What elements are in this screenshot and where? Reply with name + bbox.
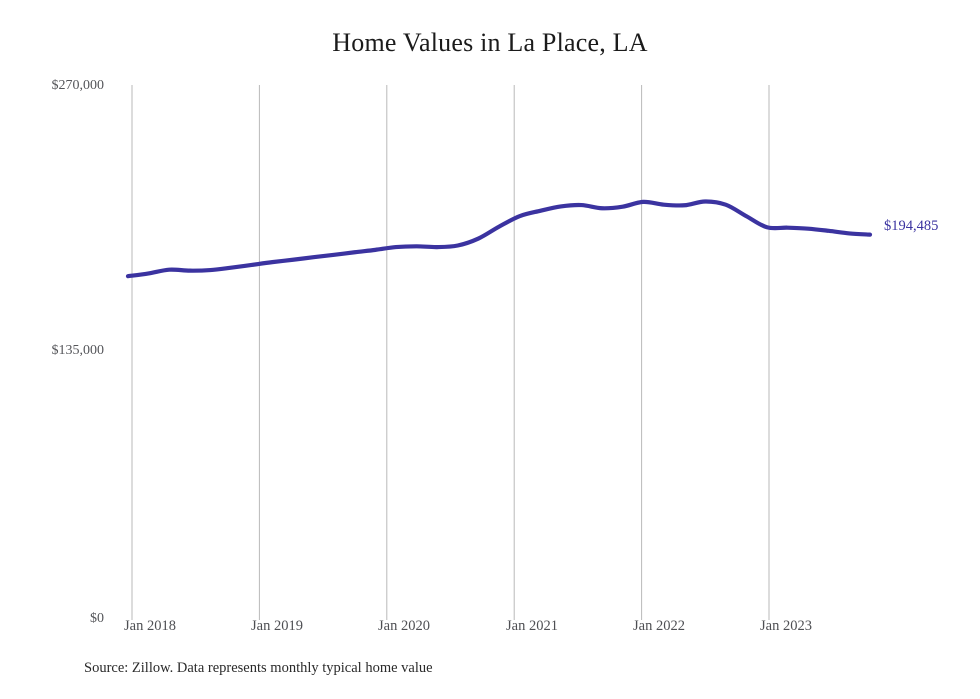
- ytick-135000: $135,000: [0, 343, 105, 359]
- ytick-label: $0: [90, 611, 104, 626]
- xtick-jan-2023: Jan 2023: [760, 618, 812, 634]
- xtick-jan-2020: Jan 2020: [378, 618, 430, 634]
- xtick-jan-2022: Jan 2022: [633, 618, 685, 634]
- ytick-label: $135,000: [51, 343, 105, 358]
- ytick-270000: $270,000: [0, 78, 105, 94]
- xtick-jan-2019: Jan 2019: [251, 618, 303, 634]
- ytick-label: $270,000: [51, 78, 105, 93]
- source-note: Source: Zillow. Data represents monthly …: [84, 660, 433, 676]
- series-line-home-values: [125, 199, 873, 279]
- page-title: Home Values in La Place, LA: [332, 28, 648, 57]
- end-value-label: $194,485: [884, 218, 939, 234]
- xtick-jan-2021: Jan 2021: [506, 618, 558, 634]
- ytick-0: $0: [0, 611, 104, 627]
- vertical-gridlines: [131, 85, 770, 620]
- xtick-jan-2018: Jan 2018: [124, 618, 176, 634]
